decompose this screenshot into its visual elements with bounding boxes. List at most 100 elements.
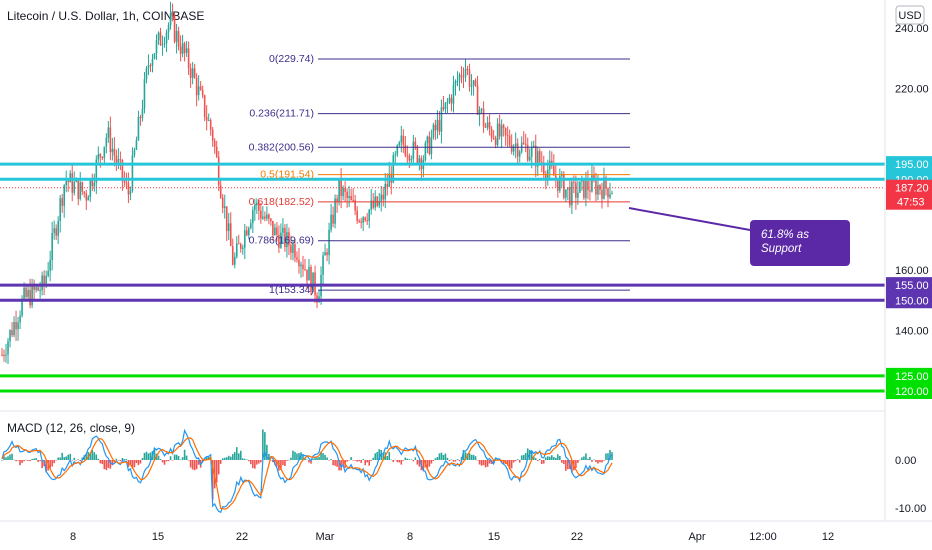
macd-histogram-bar [239, 450, 242, 460]
macd-tick-label: -10.00 [895, 503, 926, 515]
currency-button[interactable] [895, 5, 925, 25]
macd-histogram-bar [470, 454, 473, 460]
candle-body [494, 138, 497, 145]
macd-histogram-bar [330, 459, 332, 460]
price-axis[interactable]: 240.00220.00160.00140.00195.00190.00155.… [0, 23, 932, 515]
candle-body [155, 39, 158, 54]
macd-histogram-bar [324, 454, 326, 460]
level-badge[interactable] [886, 292, 932, 309]
currency-label: USD [898, 10, 921, 22]
macd-histogram-bar [258, 460, 260, 464]
macd-histogram-bar [412, 460, 415, 462]
candle-body [165, 32, 168, 44]
macd-histogram-bar [211, 460, 214, 500]
macd-histogram-bar [472, 454, 475, 460]
candle-body [348, 195, 350, 198]
candle-body [221, 197, 224, 209]
time-axis[interactable]: 8 15 22 Mar 8 15 22 Apr 12:00 12 [70, 531, 834, 543]
macd-pane[interactable] [1, 428, 613, 514]
macd-histogram-bar [595, 460, 597, 463]
macd-histogram-bar [340, 460, 342, 471]
macd-histogram-bar [442, 454, 445, 460]
candle-body [161, 44, 164, 46]
macd-histogram-bar [262, 429, 264, 460]
macd-histogram-bar [131, 460, 134, 469]
macd-histogram-bar [599, 460, 601, 463]
level-badge[interactable] [886, 383, 932, 399]
macd-histogram-bar [374, 453, 377, 460]
macd-histogram-bar [366, 460, 368, 463]
level-badge[interactable] [886, 277, 932, 294]
candle-body [107, 127, 110, 138]
candle-body [360, 221, 362, 223]
macd-histogram-bar [532, 456, 535, 460]
macd-histogram-bar [59, 457, 61, 460]
candle-body [99, 154, 102, 157]
macd-histogram-bar [579, 459, 581, 461]
candle-body [456, 80, 459, 82]
candle-body [571, 181, 573, 206]
candle-body [113, 148, 116, 156]
macd-histogram-bar [316, 457, 318, 460]
candle-body [175, 31, 178, 42]
macd-histogram-bar [67, 454, 70, 460]
macd-histogram-bar [336, 460, 338, 467]
macd-histogram-bar [33, 458, 35, 460]
macd-histogram-bar [378, 449, 381, 460]
candle-body [169, 13, 172, 26]
candle-body [97, 154, 100, 160]
macd-histogram-bar [306, 459, 308, 461]
macd-histogram-bar [45, 460, 47, 473]
macd-histogram-bar [268, 453, 270, 460]
candle-body [145, 68, 148, 80]
macd-histogram-bar [137, 460, 140, 466]
macd-histogram-bar [557, 454, 559, 460]
macd-histogram-bar [65, 456, 68, 460]
support-callout[interactable]: 61.8% as Support [628, 207, 850, 266]
candle-body [35, 287, 37, 290]
macd-histogram-bar [111, 460, 114, 466]
candle-body [21, 298, 23, 316]
fibonacci-retracement[interactable]: 0(229.74) 0.236(211.71) 0.382(200.56) 0.5(1… [249, 53, 630, 296]
price-pane[interactable] [1, 1, 613, 364]
candle-body [565, 189, 567, 198]
candle-body [39, 290, 41, 292]
candle-body [290, 245, 292, 253]
macd-histogram-bar [476, 460, 479, 461]
macd-histogram-bar [392, 460, 395, 463]
current-price-badge[interactable] [886, 179, 932, 210]
macd-histogram-bar [9, 454, 11, 460]
macd-histogram-bar [577, 460, 579, 463]
candle-body [372, 200, 375, 208]
macd-histogram-bar [597, 460, 599, 464]
candle-body [524, 143, 527, 145]
horizontal-levels[interactable] [0, 162, 885, 393]
macd-histogram-bar [147, 453, 150, 460]
macd-histogram-bar [563, 460, 565, 464]
candle-body [41, 275, 43, 291]
candle-body [482, 108, 485, 127]
macd-histogram-bar [63, 457, 66, 460]
macd-histogram-bar [462, 450, 465, 460]
macd-histogram-bar [181, 457, 184, 460]
macd-histogram-bar [454, 460, 457, 462]
time-tick-label: 15 [488, 531, 500, 543]
candle-body [400, 135, 403, 143]
callout-line1: 61.8% as [761, 229, 809, 241]
candle-body [446, 102, 449, 104]
candle-body [67, 181, 70, 183]
candle-body [484, 126, 487, 128]
candle-body [139, 116, 142, 118]
candle-body [330, 214, 332, 230]
candle-body [103, 146, 106, 158]
macd-histogram-bar [179, 459, 182, 461]
level-badge[interactable] [886, 156, 932, 173]
level-badge[interactable] [886, 367, 932, 384]
candle-body [460, 74, 463, 77]
candle-body [442, 107, 445, 110]
candle-body [438, 119, 441, 132]
candle-body [131, 155, 134, 191]
candle-body [201, 89, 204, 96]
candle-body [450, 97, 453, 104]
candle-body [434, 124, 437, 131]
